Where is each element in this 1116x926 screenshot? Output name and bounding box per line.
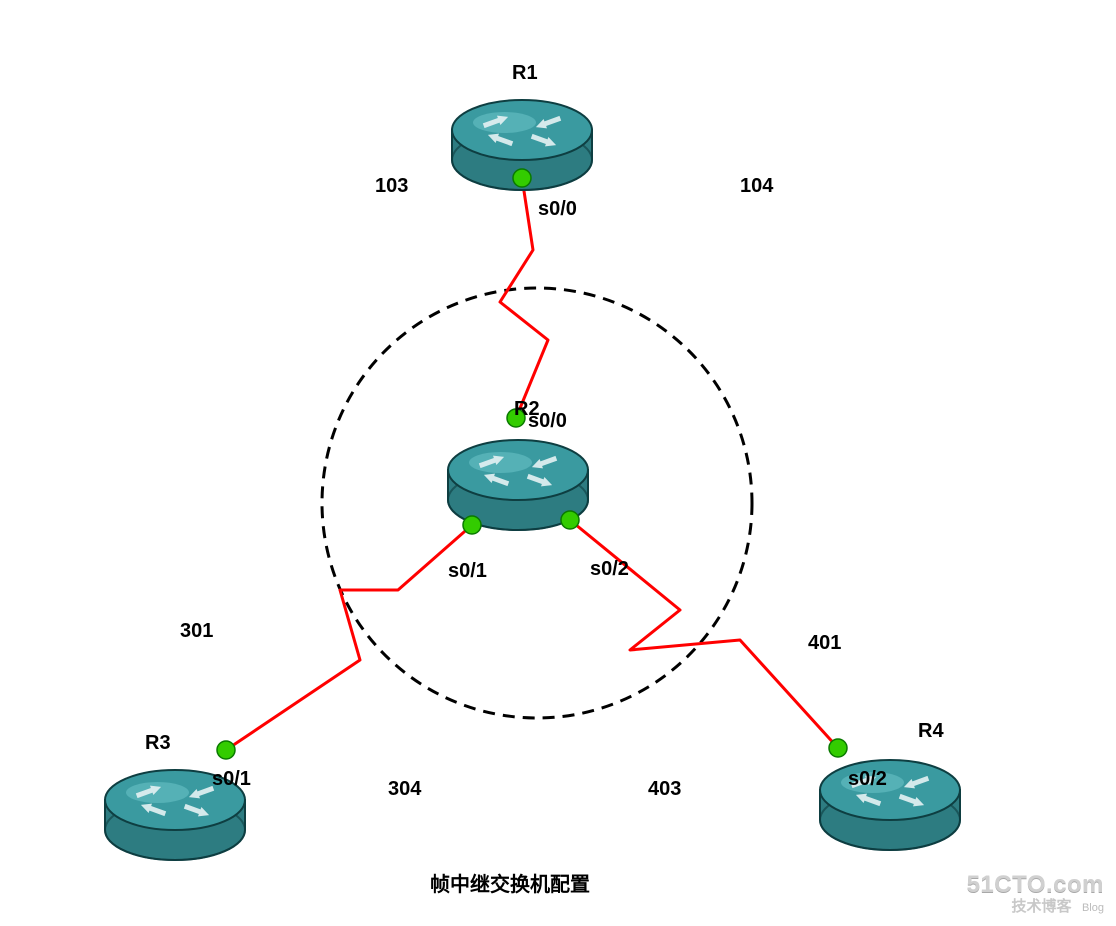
dlci-label-2: 301 bbox=[180, 620, 213, 643]
watermark-domain: 51CTO.com bbox=[967, 872, 1104, 898]
link-endpoint-0-0 bbox=[513, 169, 531, 187]
serial-link-2 bbox=[570, 520, 838, 748]
watermark: 51CTO.com 技术博客 Blog bbox=[967, 872, 1104, 916]
link-endpoint-2-0 bbox=[561, 511, 579, 529]
dlci-label-3: 304 bbox=[388, 778, 421, 801]
port-label-1: s0/0 bbox=[528, 410, 567, 433]
network-diagram bbox=[0, 0, 1116, 926]
diagram-caption: 帧中继交换机配置 bbox=[430, 868, 590, 897]
watermark-tag: Blog bbox=[1082, 902, 1104, 914]
dlci-label-5: 403 bbox=[648, 778, 681, 801]
router-label-R3: R3 bbox=[145, 732, 171, 755]
port-label-0: s0/0 bbox=[538, 198, 577, 221]
serial-link-1 bbox=[226, 525, 472, 750]
port-label-2: s0/1 bbox=[448, 560, 487, 583]
port-label-5: s0/2 bbox=[848, 768, 887, 791]
dlci-label-0: 103 bbox=[375, 175, 408, 198]
dlci-label-1: 104 bbox=[740, 175, 773, 198]
port-label-4: s0/1 bbox=[212, 768, 251, 791]
dlci-label-4: 401 bbox=[808, 632, 841, 655]
port-label-3: s0/2 bbox=[590, 558, 629, 581]
router-R4 bbox=[820, 760, 960, 850]
link-endpoint-2-1 bbox=[829, 739, 847, 757]
router-label-R1: R1 bbox=[512, 62, 538, 85]
link-endpoint-1-0 bbox=[463, 516, 481, 534]
watermark-sub: 技术博客 bbox=[1012, 898, 1072, 915]
router-label-R4: R4 bbox=[918, 720, 944, 743]
link-endpoint-1-1 bbox=[217, 741, 235, 759]
